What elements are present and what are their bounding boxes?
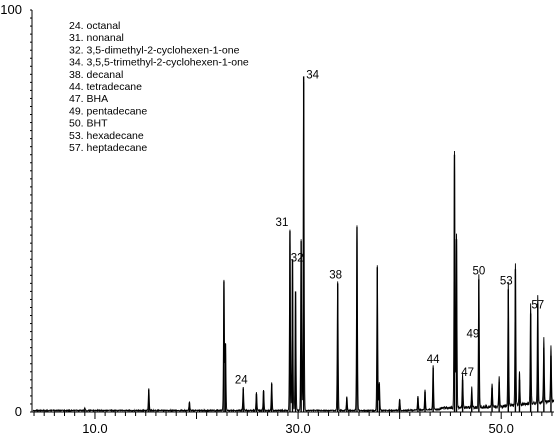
legend-entry: 38. decanal <box>69 69 123 81</box>
peak-label: 34 <box>306 69 319 81</box>
x-tick-label: 30.0 <box>285 421 310 436</box>
y-minor-ticks <box>30 9 32 413</box>
peak-label: 31 <box>276 217 289 229</box>
peak-label: 53 <box>500 275 513 287</box>
peak-label: 50 <box>472 265 485 277</box>
legend-entry: 44. tetradecane <box>69 81 142 93</box>
peak-label: 57 <box>531 300 544 312</box>
peak-label: 47 <box>461 367 474 379</box>
x-minor-ticks <box>33 412 553 419</box>
peak-labels: 24 31 32 34 38 44 47 49 50 53 57 <box>235 69 544 386</box>
peak-label: 32 <box>291 252 304 264</box>
chromatogram-trace <box>32 76 555 413</box>
x-major-ticks: 10.0 30.0 50.0 <box>82 421 514 436</box>
legend-entry: 49. pentadecane <box>69 105 147 117</box>
peak-label: 49 <box>466 329 479 341</box>
legend-entry: 32. 3,5-dimethyl-2-cyclohexen-1-one <box>69 44 240 56</box>
y-tick-labels: 100 0 <box>0 2 22 419</box>
peak-label: 44 <box>427 354 440 366</box>
legend-entry: 34. 3,5,5-trimethyl-2-cyclohexen-1-one <box>69 57 249 69</box>
legend-entry: 24. octanal <box>69 20 120 32</box>
peak-label: 38 <box>329 269 342 281</box>
legend-entry: 50. BHT <box>69 118 108 130</box>
legend-entry: 47. BHA <box>69 93 108 105</box>
chromatogram-line <box>32 82 555 413</box>
axes: 10.0 30.0 50.0 100 0 <box>0 2 554 436</box>
y-tick-label: 100 <box>0 2 22 17</box>
legend-entry: 53. hexadecane <box>69 130 144 142</box>
x-tick-label: 50.0 <box>489 421 514 436</box>
peak-label: 24 <box>235 375 248 387</box>
y-tick-label: 0 <box>15 404 22 419</box>
x-tick-label: 10.0 <box>82 421 107 436</box>
legend-entry: 31. nonanal <box>69 32 124 44</box>
legend-entry: 57. heptadecane <box>69 142 147 154</box>
